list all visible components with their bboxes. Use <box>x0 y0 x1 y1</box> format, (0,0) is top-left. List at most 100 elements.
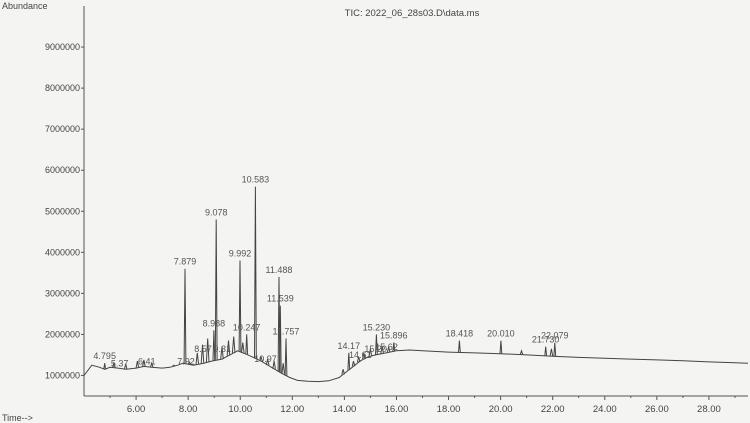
peak <box>392 342 396 352</box>
x-ticks: 6.00 8.00 10.00 12.00 14.00 16.00 18.00 20.00 22… <box>109 396 736 415</box>
minor-peak <box>272 361 276 369</box>
minor-peak-label: 15.20 <box>364 344 387 354</box>
peak-label: 10.583 <box>242 175 270 185</box>
minor-peak <box>386 346 391 353</box>
y-tick-label: 8000000 <box>45 83 80 93</box>
peak <box>284 338 288 376</box>
minor-peak-label: 10.97 <box>254 354 277 364</box>
chart-title: TIC: 2022_06_28s03.D\data.ms <box>345 8 480 19</box>
peak <box>245 334 249 355</box>
peak <box>212 330 216 361</box>
peak <box>375 334 378 355</box>
y-tick-label: 4000000 <box>45 247 80 257</box>
y-ticks: 1000000 2000000 3000000 4000000 5000000 60000… <box>45 42 84 380</box>
minor-peak <box>135 361 140 368</box>
minor-peak <box>341 369 345 375</box>
minor-peak <box>241 342 245 353</box>
peak <box>347 352 351 370</box>
peak-label: 9.078 <box>205 207 228 217</box>
minor-peak <box>149 361 154 368</box>
minor-peak <box>351 360 356 367</box>
peak <box>278 305 282 373</box>
minor-peak <box>380 346 384 354</box>
minor-peak <box>362 352 366 360</box>
peak-label: 18.418 <box>446 329 474 339</box>
minor-peak-label: 9.31 <box>214 344 232 354</box>
minor-peak-label: 6.41 <box>138 356 156 366</box>
x-tick-label: 12.00 <box>280 404 304 415</box>
minor-peak <box>368 348 373 357</box>
peak-label: 11.539 <box>267 294 294 304</box>
peak-label: 11.757 <box>273 327 300 337</box>
minor-peak <box>200 344 205 364</box>
minor-peak <box>187 361 192 365</box>
peak <box>544 346 548 356</box>
peak-label: 4.795 <box>93 351 116 361</box>
minor-peak <box>281 363 285 375</box>
minor-peak-label: 7.92 <box>177 356 195 366</box>
y-tick-label: 2000000 <box>45 329 80 339</box>
peak-label: 20.010 <box>487 329 515 339</box>
y-axis-label: Abundance <box>2 1 48 11</box>
peak <box>254 186 257 359</box>
peak-label: 15.896 <box>380 331 408 341</box>
x-tick-label: 8.00 <box>179 404 198 415</box>
minor-peak <box>549 348 554 357</box>
peak-labels: 4.795 7.879 9.078 8.988 9.992 10.583 10.247 11.… <box>93 175 568 369</box>
x-tick-label: 14.00 <box>333 404 357 415</box>
y-tick-label: 6000000 <box>45 165 80 175</box>
x-tick-label: 26.00 <box>645 404 669 415</box>
peak-label: 10.247 <box>233 322 261 332</box>
peak-label: 22.079 <box>541 331 569 341</box>
y-tick-label: 7000000 <box>45 124 80 134</box>
peak <box>183 268 187 364</box>
minor-peak-label: 8.57 <box>194 344 212 354</box>
x-axis-label: Time--> <box>2 413 33 423</box>
y-tick-label: 5000000 <box>45 206 80 216</box>
y-tick-label: 3000000 <box>45 288 80 298</box>
x-tick-label: 28.00 <box>697 404 721 415</box>
minor-peak <box>112 361 116 368</box>
baseline-trace <box>83 349 749 383</box>
x-tick-label: 22.00 <box>541 404 565 415</box>
x-tick-label: 10.00 <box>228 404 252 415</box>
peak <box>238 260 242 352</box>
peak <box>103 363 107 370</box>
minor-peak <box>142 359 146 367</box>
minor-peak <box>220 346 224 360</box>
peak-label: 15.230 <box>363 322 391 332</box>
minor-peak <box>226 340 231 356</box>
peak-label: 7.879 <box>174 257 197 267</box>
peak-label: 9.992 <box>229 249 252 259</box>
y-tick-label: 1000000 <box>45 370 80 380</box>
minor-peak <box>205 338 210 363</box>
peak <box>553 342 557 357</box>
x-tick-label: 6.00 <box>127 404 146 415</box>
peak-label: 11.488 <box>266 265 293 275</box>
x-tick-label: 24.00 <box>593 404 617 415</box>
peak <box>458 340 461 353</box>
minor-peak-label: 5.37 <box>111 358 129 368</box>
x-tick-label: 18.00 <box>437 404 461 415</box>
minor-peak <box>195 352 200 365</box>
x-tick-label: 20.00 <box>489 404 513 415</box>
minor-peak <box>265 358 270 366</box>
minor-peak <box>519 349 524 355</box>
x-tick-label: 16.00 <box>385 404 409 415</box>
peak-label: 14.17 <box>338 341 361 351</box>
minor-peak <box>172 364 176 367</box>
minor-peak <box>356 356 361 363</box>
peak-label: 21.730 <box>532 335 560 345</box>
y-tick-label: 9000000 <box>45 42 80 52</box>
minor-peak <box>123 363 128 370</box>
minor-peak <box>259 355 263 362</box>
minor-peak-label: 14.61 <box>349 350 372 360</box>
peak-label: 8.988 <box>203 318 226 328</box>
trace-group <box>83 186 749 383</box>
peak <box>499 340 503 354</box>
minor-peak <box>231 336 236 353</box>
minor-peak-label: 15.62 <box>375 342 398 352</box>
peak <box>214 219 218 361</box>
